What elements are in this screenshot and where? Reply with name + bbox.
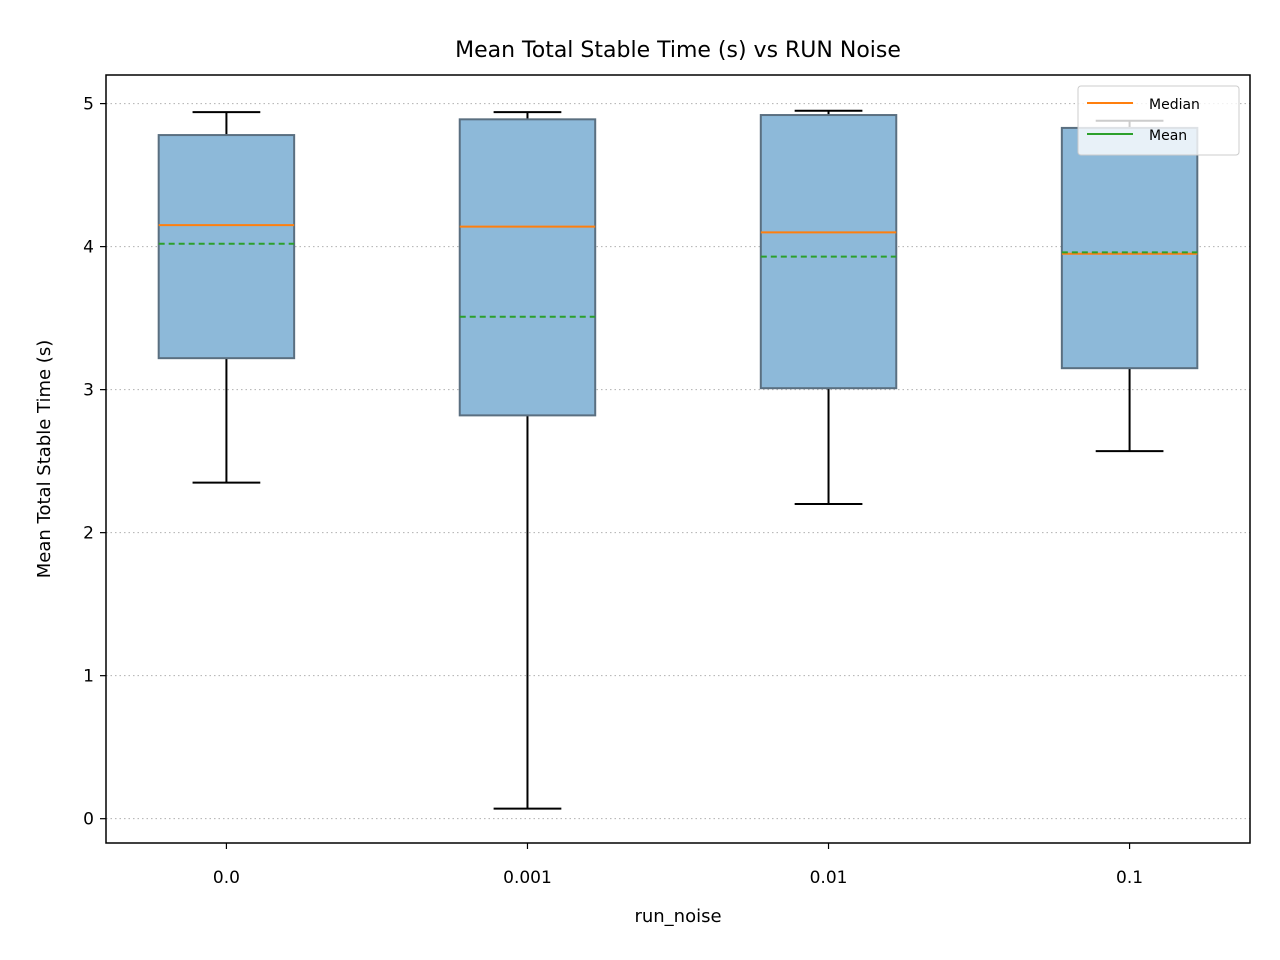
x-tick-label: 0.01 [810,868,848,888]
box-group [1060,119,1199,453]
y-tick-label: 3 [83,381,94,401]
chart-title: Mean Total Stable Time (s) vs RUN Noise [455,38,901,63]
y-tick-label: 2 [83,524,94,544]
x-tick-label: 0.001 [503,868,552,888]
legend: Median Mean [1077,85,1240,156]
box-group [458,111,597,810]
box-group [157,111,296,484]
grid-lines [106,103,1250,820]
box-group [759,109,898,506]
iqr-box [759,114,898,390]
x-axis-label: run_noise [634,906,721,927]
iqr-box [1060,126,1199,370]
axes: 0 1 2 3 4 5 0.0 0.001 0.01 0.1 [83,95,1143,888]
y-tick-label: 4 [83,238,94,258]
x-tick-label: 0.0 [213,868,240,888]
legend-mean-label: Mean [1149,128,1187,144]
box-series [157,109,1199,810]
plot-area-frame [105,74,1251,844]
y-tick-label: 5 [83,95,94,115]
y-tick-label: 1 [83,667,94,687]
y-axis-label: Mean Total Stable Time (s) [34,340,55,578]
iqr-box [458,118,597,417]
x-tick-label: 0.1 [1116,868,1143,888]
legend-median-label: Median [1149,97,1200,113]
iqr-box [157,134,296,360]
y-tick-label: 0 [83,810,94,830]
